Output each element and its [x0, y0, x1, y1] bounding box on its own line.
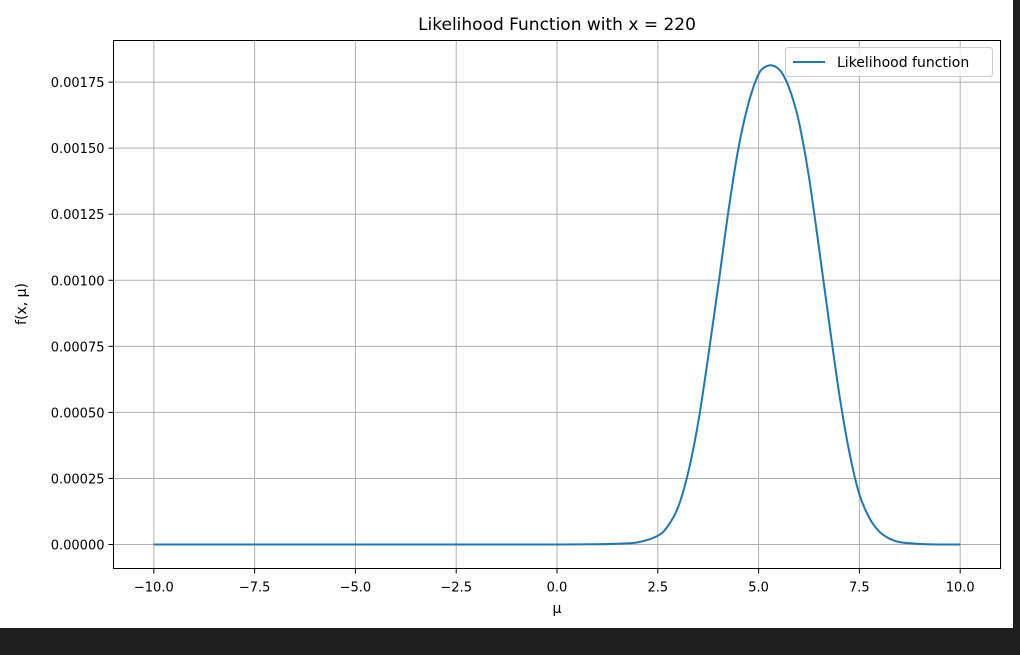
y-tick-label: 0.00150 [51, 142, 105, 157]
x-axis: −10.0 −7.5 −5.0 −2.5 0.0 2.5 5.0 7.5 10.0 [134, 568, 975, 596]
legend-label-likelihood: Likelihood function [837, 55, 969, 71]
y-tick-label: 0.00100 [51, 274, 105, 289]
x-tick-label: −10.0 [134, 581, 174, 596]
x-tick-label: −5.0 [340, 581, 372, 596]
y-tick-label: 0.00000 [51, 539, 105, 554]
chart-title: Likelihood Function with x = 220 [418, 15, 696, 35]
x-tick-label: 5.0 [748, 581, 769, 596]
figure: Likelihood Function with x = 220 −10.0 −7… [0, 0, 1013, 628]
y-tick-label: 0.00125 [51, 208, 105, 223]
y-tick-label: 0.00025 [51, 472, 105, 487]
x-tick-label: 2.5 [647, 581, 668, 596]
x-tick-label: 7.5 [849, 581, 870, 596]
y-tick-label: 0.00050 [51, 406, 105, 421]
y-axis: 0.00000 0.00025 0.00050 0.00075 0.00100 0.001… [51, 76, 114, 554]
x-tick-label: 10.0 [946, 581, 975, 596]
y-axis-label: f(x, μ) [14, 283, 30, 325]
x-tick-label: 0.0 [547, 581, 568, 596]
grid [113, 40, 1001, 569]
series-line-likelihood [153, 64, 961, 546]
series-layer [153, 64, 961, 546]
x-tick-label: −2.5 [440, 581, 472, 596]
x-axis-label: μ [553, 601, 562, 617]
y-tick-label: 0.00075 [51, 340, 105, 355]
likelihood-chart: Likelihood Function with x = 220 −10.0 −7… [14, 15, 1001, 617]
x-tick-label: −7.5 [239, 581, 271, 596]
legend: Likelihood function [785, 47, 993, 77]
y-tick-label: 0.00175 [51, 76, 105, 91]
legend-box [785, 47, 993, 77]
